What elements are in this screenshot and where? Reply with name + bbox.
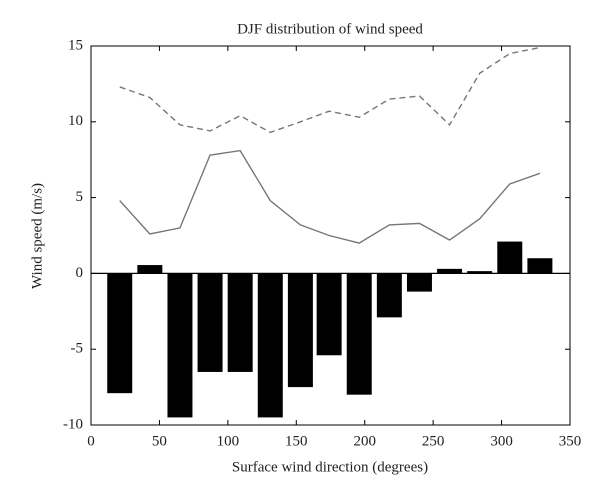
bar xyxy=(257,273,283,418)
y-axis-label: Wind speed (m/s) xyxy=(29,183,45,289)
x-tick-label: 350 xyxy=(559,433,582,449)
bar xyxy=(527,258,553,274)
x-tick-label: 0 xyxy=(87,433,95,449)
chart-title: DJF distribution of wind speed xyxy=(237,21,423,37)
x-tick-label: 100 xyxy=(217,433,240,449)
bar xyxy=(376,273,402,318)
y-tick-label: -5 xyxy=(71,341,84,357)
x-tick-label: 150 xyxy=(285,433,308,449)
y-tick-label: 15 xyxy=(68,37,83,53)
line xyxy=(119,46,541,134)
bar xyxy=(137,265,163,274)
x-tick-label: 50 xyxy=(152,433,167,449)
bar xyxy=(437,268,463,274)
y-tick-label: 10 xyxy=(68,113,83,129)
bar xyxy=(346,273,372,395)
x-tick-label: 300 xyxy=(490,433,513,449)
line xyxy=(119,149,541,244)
bar xyxy=(107,273,133,394)
bar xyxy=(287,273,313,388)
bar xyxy=(406,273,432,292)
bar xyxy=(197,273,223,372)
y-tick-label: 0 xyxy=(76,265,84,281)
x-axis-label: Surface wind direction (degrees) xyxy=(232,459,428,475)
y-tick-label: 5 xyxy=(76,189,84,205)
bar xyxy=(497,241,523,274)
x-tick-label: 200 xyxy=(353,433,376,449)
plot-frame xyxy=(90,45,571,426)
bar xyxy=(467,271,493,274)
bar xyxy=(167,273,193,418)
y-tick-label: -10 xyxy=(63,416,83,432)
x-tick-label: 250 xyxy=(422,433,445,449)
bar xyxy=(316,273,342,356)
bar xyxy=(227,273,253,372)
